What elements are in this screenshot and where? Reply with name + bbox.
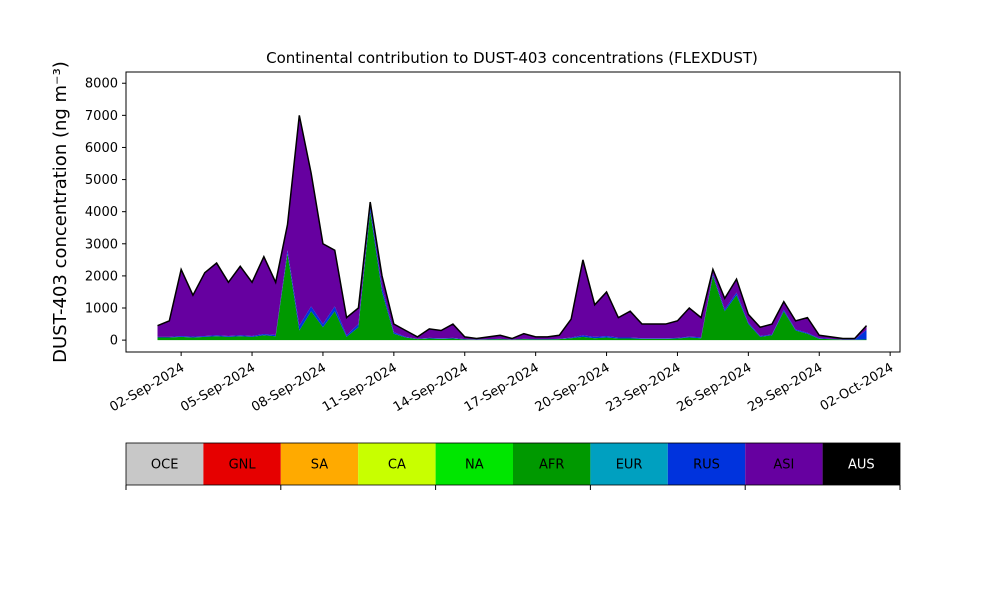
legend-label: NA xyxy=(465,458,484,473)
legend-label: SA xyxy=(311,458,328,473)
legend-swatch xyxy=(358,443,436,485)
legend-label: AFR xyxy=(539,458,564,473)
area xyxy=(157,115,867,340)
x-tick-label: 02-Oct-2024 xyxy=(818,360,896,414)
y-tick-label: 1000 xyxy=(85,302,118,317)
area xyxy=(157,206,867,340)
x-tick-label: 20-Sep-2024 xyxy=(533,360,613,415)
legend-swatch xyxy=(513,443,591,485)
legend-label: EUR xyxy=(616,458,643,473)
x-tick-label: 23-Sep-2024 xyxy=(604,360,684,415)
y-tick-label: 4000 xyxy=(85,205,118,220)
legend-swatch xyxy=(822,443,900,485)
x-tick-label: 11-Sep-2024 xyxy=(320,360,400,415)
x-tick-label: 14-Sep-2024 xyxy=(391,360,471,415)
x-tick-label: 08-Sep-2024 xyxy=(249,360,329,415)
legend-label: ASI xyxy=(773,458,794,473)
legend-frame xyxy=(125,442,901,486)
y-tick-label: 3000 xyxy=(85,237,118,252)
legend-swatch xyxy=(203,443,281,485)
x-tick-label: 29-Sep-2024 xyxy=(745,360,825,415)
chart-title: Continental contribution to DUST-403 con… xyxy=(266,49,758,67)
legend-swatch xyxy=(126,443,204,485)
legend-label: OCE xyxy=(151,458,179,473)
legend-label: RUS xyxy=(693,458,720,473)
legend-swatch xyxy=(435,443,513,485)
x-tick-label: 02-Sep-2024 xyxy=(107,360,187,415)
y-tick-label: 6000 xyxy=(85,141,118,156)
y-axis-label: DUST-403 concentration (ng m⁻³) xyxy=(50,61,71,363)
legend-swatch xyxy=(667,443,746,485)
legend-label: GNL xyxy=(229,458,257,473)
legend-swatch xyxy=(280,443,359,485)
y-tick-label: 7000 xyxy=(85,109,118,124)
area xyxy=(157,115,868,340)
y-tick-label: 0 xyxy=(110,334,118,349)
legend-label: AUS xyxy=(848,458,875,473)
x-tick-label: 26-Sep-2024 xyxy=(675,360,755,415)
x-tick-label: 05-Sep-2024 xyxy=(178,360,258,415)
y-tick-label: 2000 xyxy=(85,269,118,284)
x-tick-label: 17-Sep-2024 xyxy=(462,360,542,415)
y-tick-label: 5000 xyxy=(85,173,118,188)
y-tick-label: 8000 xyxy=(85,77,118,92)
legend-swatch xyxy=(590,443,668,485)
legend-label: CA xyxy=(388,458,406,473)
legend-swatch xyxy=(745,443,823,485)
